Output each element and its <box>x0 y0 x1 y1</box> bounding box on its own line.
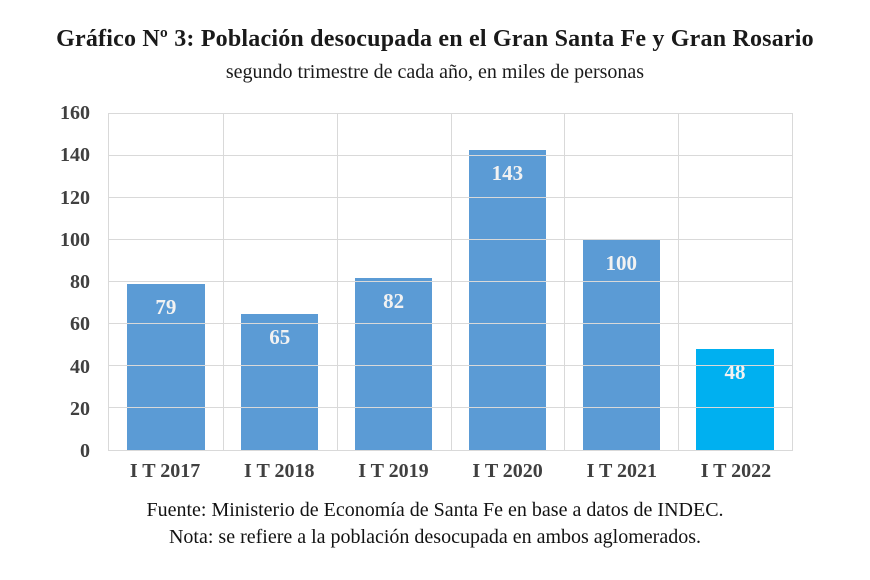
bar-value-label: 82 <box>383 288 405 313</box>
x-axis-category-label: I T 2021 <box>586 460 657 482</box>
y-axis-tick-label: 80 <box>70 271 90 293</box>
gridline-vertical <box>222 114 224 450</box>
y-axis-tick-label: 160 <box>60 102 90 124</box>
x-axis-category-label: I T 2022 <box>700 460 772 482</box>
bar: 82 <box>354 277 433 450</box>
bar: 48 <box>696 349 774 450</box>
bar-value-label: 143 <box>491 160 524 185</box>
bar: 143 <box>468 149 547 450</box>
y-axis-tick-label: 100 <box>60 228 90 251</box>
bar-cell: 143 <box>450 114 564 450</box>
chart-subtitle: segundo trimestre de cada año, en miles … <box>225 61 645 83</box>
plot-area: 79 65 82 143 100 48 <box>108 113 793 451</box>
y-axis-tick-label: 140 <box>60 144 90 167</box>
y-axis-tick-label: 20 <box>70 397 90 420</box>
bar: 65 <box>241 313 319 450</box>
y-axis-tick-label: 120 <box>60 186 90 209</box>
gridline-vertical <box>678 114 680 450</box>
gridline-vertical <box>336 114 338 450</box>
bar-cell: 65 <box>223 114 337 450</box>
source-note: Fuente: Ministerio de Economía de Santa … <box>146 499 724 521</box>
x-axis-category-label: I T 2018 <box>244 460 315 482</box>
bar-cell: 100 <box>564 114 678 450</box>
bar: 100 <box>582 240 660 450</box>
bar-cell: 48 <box>678 114 792 450</box>
bar: 79 <box>127 284 205 450</box>
x-axis-category-label: I T 2019 <box>358 460 429 482</box>
x-axis: I T 2017 I T 2018 I T 2019 I T 2020 I T 2021… <box>108 460 793 483</box>
method-note: Nota: se refiere a la población desocupa… <box>168 526 701 548</box>
bar-cell: 79 <box>109 114 223 450</box>
bar-value-label: 65 <box>269 324 291 349</box>
bar-cell: 82 <box>337 114 451 450</box>
bar-value-label: 48 <box>724 360 746 385</box>
gridline-vertical <box>564 114 566 450</box>
x-axis-category-label: I T 2017 <box>129 460 201 482</box>
bar-value-label: 79 <box>155 295 177 320</box>
x-axis-category-label: I T 2020 <box>472 460 543 482</box>
chart-footer: Fuente: Ministerio de Economía de Santa … <box>0 497 870 551</box>
y-axis-tick-label: 60 <box>70 313 90 336</box>
bar-value-label: 100 <box>605 251 637 275</box>
bar-series: 79 65 82 143 100 48 <box>109 114 792 450</box>
gridline-vertical <box>450 114 452 450</box>
y-axis-tick-label: 0 <box>80 440 90 462</box>
chart-title: Gráfico Nº 3: Población desocupada en el… <box>56 26 814 52</box>
y-axis-tick-label: 40 <box>70 355 90 378</box>
y-axis: 0 20 40 60 80 100 120 140 160 <box>16 103 90 461</box>
